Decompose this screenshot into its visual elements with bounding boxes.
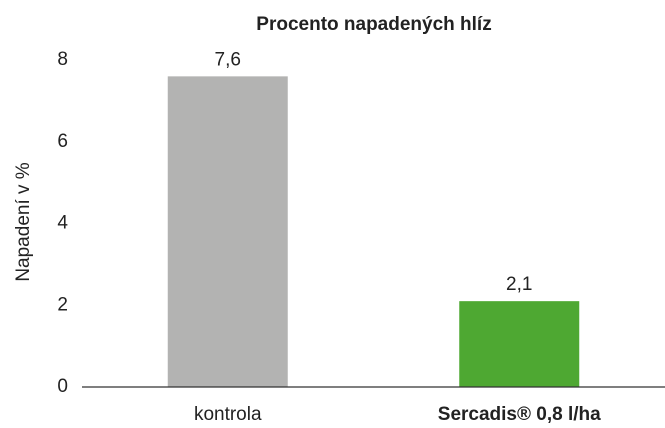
y-tick-label: 2	[57, 294, 68, 315]
value-label: 2,1	[506, 274, 532, 295]
y-tick-label: 8	[57, 49, 68, 70]
chart-title: Procento napadených hlíz	[256, 14, 491, 35]
x-tick-label: kontrola	[194, 404, 262, 425]
y-tick-label: 6	[57, 131, 68, 152]
y-axis-label: Napadení v %	[13, 162, 34, 281]
x-tick-label: Sercadis® 0,8 l/ha	[438, 404, 601, 425]
y-tick-label: 4	[57, 213, 68, 234]
bar	[459, 301, 580, 387]
y-tick-label: 0	[57, 376, 68, 397]
bar	[167, 76, 288, 387]
value-label: 7,6	[215, 49, 241, 70]
